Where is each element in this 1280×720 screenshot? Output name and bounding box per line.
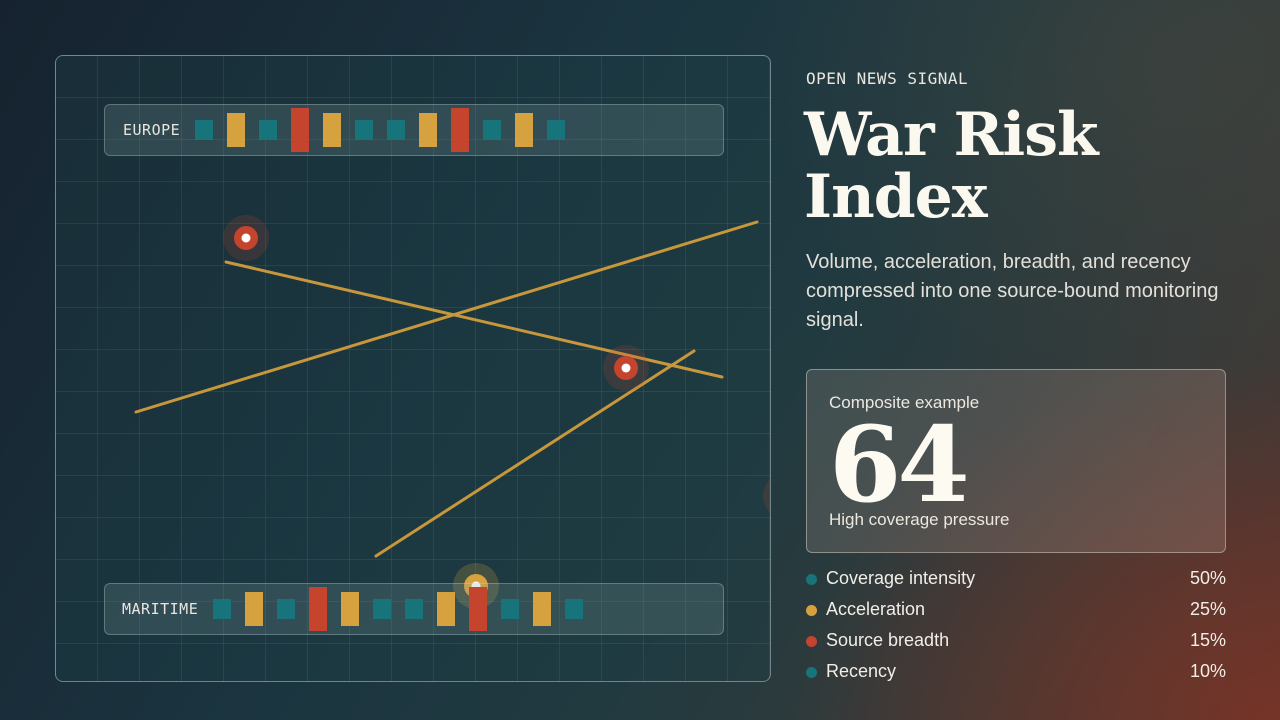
signal-tick <box>323 113 341 147</box>
legend-value: 25% <box>1189 599 1226 619</box>
region-label: MARITIME <box>122 600 199 618</box>
signal-tick <box>387 120 405 140</box>
legend-value: 15% <box>1189 630 1226 650</box>
signal-tick <box>483 120 501 140</box>
composite-note: High coverage pressure <box>829 510 1010 529</box>
signal-tick <box>547 120 565 140</box>
legend-item: Source breadth 15% <box>806 628 1226 659</box>
signal-line <box>134 220 759 414</box>
hotspot-marker[interactable] <box>223 215 269 261</box>
composite-card: Composite example 64 High coverage press… <box>806 369 1226 553</box>
signal-tick <box>565 599 583 619</box>
signal-tick <box>245 592 263 626</box>
legend-item: Recency 10% <box>806 659 1226 690</box>
signal-tick <box>533 592 551 626</box>
signal-map <box>134 215 771 609</box>
signal-tick <box>419 113 437 147</box>
signal-tick <box>515 113 533 147</box>
signal-tick <box>213 599 231 619</box>
signal-tick <box>277 599 295 619</box>
signal-tick <box>291 108 309 152</box>
legend-dot-icon <box>806 574 817 585</box>
legend-value: 50% <box>1189 568 1226 588</box>
legend-label: Coverage intensity <box>826 568 976 588</box>
legend-value: 10% <box>1189 661 1226 681</box>
hotspot-marker[interactable] <box>763 473 771 519</box>
legend-label: Source breadth <box>826 630 950 650</box>
legend-dot-icon <box>806 636 817 647</box>
legend-label: Acceleration <box>826 599 926 619</box>
legend-dot-icon <box>806 605 817 616</box>
weights-legend: Coverage intensity 50% Acceleration 25% … <box>806 566 1226 690</box>
page-subtitle: Volume, acceleration, breadth, and recen… <box>806 251 1219 331</box>
region-strip-europe: EUROPE <box>104 104 724 156</box>
signal-tick <box>309 587 327 631</box>
region-strip-maritime: MARITIME <box>104 583 724 635</box>
composite-value: 64 <box>829 403 970 526</box>
hotspot-marker[interactable] <box>603 345 649 391</box>
legend-item: Acceleration 25% <box>806 597 1226 628</box>
signal-tick <box>405 599 423 619</box>
kicker-text: OPEN NEWS SIGNAL <box>806 69 969 88</box>
legend-item: Coverage intensity 50% <box>806 566 1226 597</box>
region-label: EUROPE <box>123 121 181 139</box>
composite-label: Composite example <box>829 393 980 412</box>
page-title: War Risk Index <box>804 100 1099 232</box>
signal-tick <box>227 113 245 147</box>
signal-tick <box>501 599 519 619</box>
signal-tick <box>373 599 391 619</box>
signal-line <box>374 349 696 558</box>
signal-line <box>224 260 724 379</box>
signal-tick <box>437 592 455 626</box>
legend-label: Recency <box>826 661 897 681</box>
legend-dot-icon <box>806 667 817 678</box>
signal-tick <box>259 120 277 140</box>
signal-tick <box>341 592 359 626</box>
signal-tick <box>195 120 213 140</box>
signal-tick <box>469 587 487 631</box>
signal-map-panel: EUROPE MARITIME <box>55 55 771 682</box>
signal-tick <box>451 108 469 152</box>
signal-tick <box>355 120 373 140</box>
